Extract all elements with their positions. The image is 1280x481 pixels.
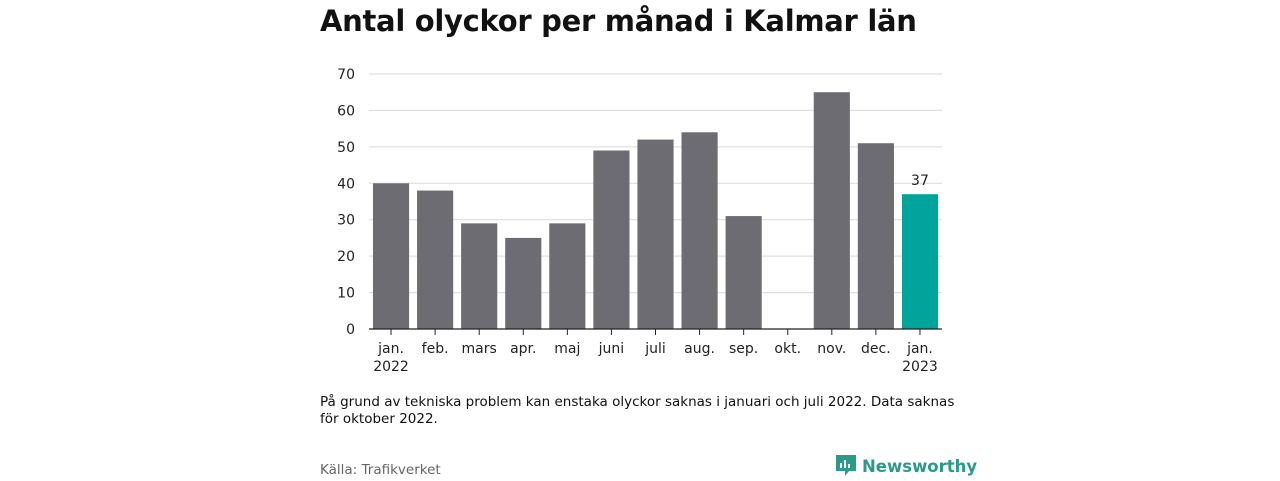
x-tick-label: nov. <box>817 341 846 357</box>
labels: 0 10 20 30 40 50 60 70 jan. 2022 feb. mars apr. maj ju… <box>337 67 938 375</box>
data-label: 37 <box>911 173 929 189</box>
x-tick-label: sep. <box>729 341 758 357</box>
x-tick-label: dec. <box>861 341 891 357</box>
y-tick-label: 0 <box>346 322 355 338</box>
x-tick-label: maj <box>554 341 580 357</box>
chart-logo-icon <box>836 455 856 477</box>
bar <box>417 190 454 329</box>
x-tick-label: jan. 2023 <box>902 341 938 375</box>
y-tick-label: 50 <box>337 140 355 156</box>
bar <box>505 237 542 329</box>
bar <box>593 150 630 329</box>
source-label: Källa: Trafikverket <box>320 462 441 478</box>
x-tick-label: juni <box>598 341 625 357</box>
brand-name: Newsworthy <box>862 456 978 476</box>
bar <box>461 223 498 329</box>
bar <box>813 92 850 329</box>
bars <box>372 92 939 329</box>
bar <box>372 183 410 329</box>
bar <box>901 194 939 329</box>
x-tick-label: juli <box>644 341 666 357</box>
x-tick-label: feb. <box>422 341 449 357</box>
y-tick-label: 20 <box>337 249 355 265</box>
y-tick-label: 70 <box>337 67 355 83</box>
y-tick-label: 10 <box>337 286 355 302</box>
bar <box>681 132 718 329</box>
x-tick-label: jan. 2022 <box>373 341 409 375</box>
y-tick-label: 30 <box>337 213 355 229</box>
x-tick-label: okt. <box>774 341 801 357</box>
bar <box>637 139 674 329</box>
x-tick-label: mars <box>462 341 497 357</box>
y-tick-label: 40 <box>337 176 355 192</box>
bar <box>725 216 762 329</box>
axes <box>369 328 942 335</box>
bar <box>857 143 894 329</box>
chart-title: Antal olyckor per månad i Kalmar län <box>320 4 917 38</box>
bar <box>549 223 586 329</box>
x-tick-label: apr. <box>510 341 536 357</box>
y-tick-label: 60 <box>337 103 355 119</box>
newsworthy-logo: Newsworthy <box>836 455 977 477</box>
x-tick-label: aug. <box>684 341 715 357</box>
footnote: På grund av tekniska problem kan enstaka… <box>320 394 955 427</box>
